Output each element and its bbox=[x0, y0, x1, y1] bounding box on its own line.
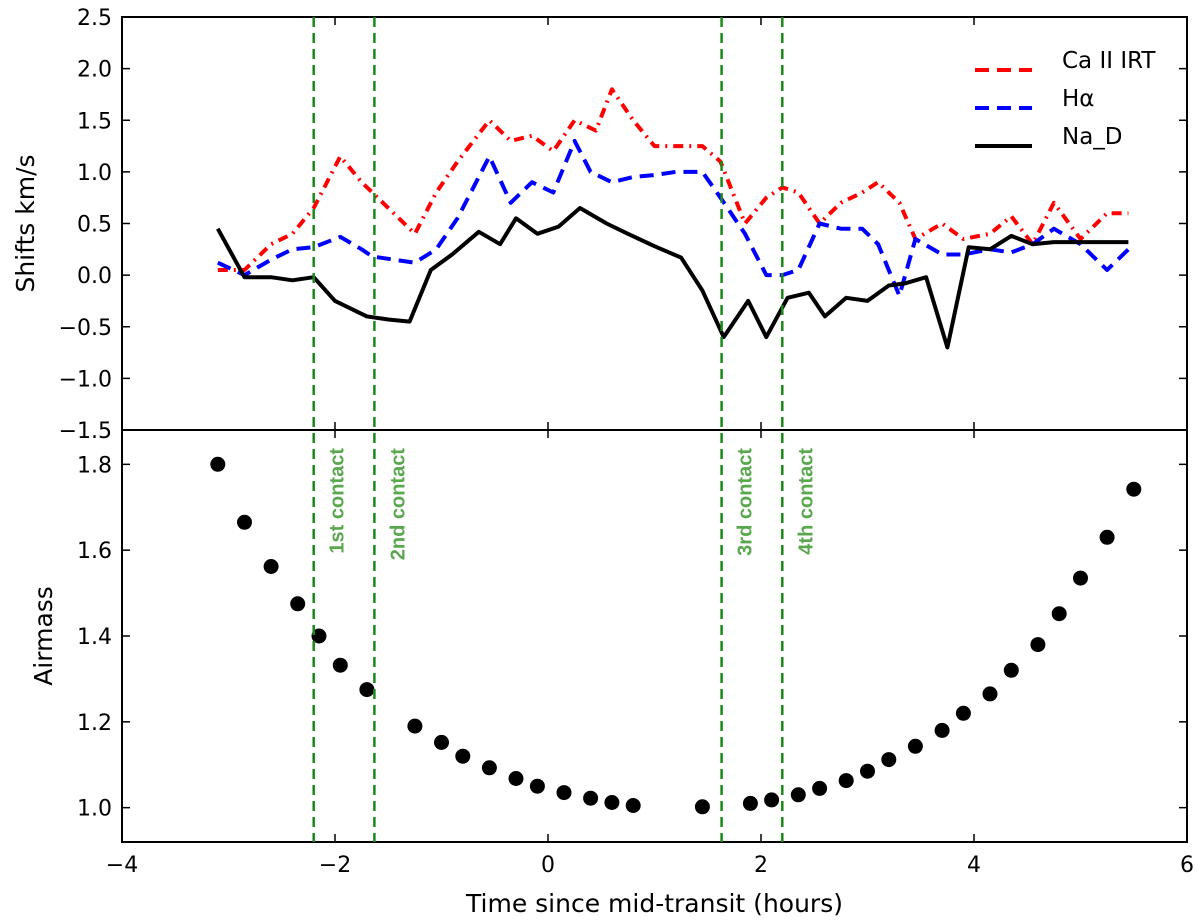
airmass-point bbox=[1051, 606, 1067, 622]
top-y-tick-label: 1.0 bbox=[77, 161, 112, 186]
airmass-point bbox=[359, 682, 375, 698]
airmass-point bbox=[955, 705, 971, 721]
airmass-point bbox=[290, 596, 306, 612]
airmass-point bbox=[860, 763, 875, 779]
top-series-group bbox=[216, 87, 1130, 350]
legend-entry-na-d: Na_D bbox=[1062, 124, 1123, 150]
airmass-point bbox=[1073, 570, 1088, 586]
airmass-point bbox=[694, 799, 710, 815]
airmass-point bbox=[556, 785, 572, 801]
x-tick-label: 4 bbox=[967, 853, 981, 878]
airmass-point bbox=[210, 456, 226, 472]
contact-label-1: 1st contact bbox=[327, 448, 349, 554]
contact-label-3: 3rd contact bbox=[735, 448, 757, 556]
airmass-point bbox=[764, 792, 780, 808]
airmass-point bbox=[1030, 637, 1046, 653]
bottom-y-axis-label: Airmass bbox=[29, 586, 58, 686]
airmass-point bbox=[407, 718, 423, 734]
airmass-point bbox=[1126, 481, 1142, 497]
airmass-point bbox=[434, 734, 449, 750]
bottom-y-tick-label: 1.6 bbox=[77, 539, 112, 564]
top-y-axis-label: Shifts km/s bbox=[11, 154, 40, 292]
series-line-ca-ii-irt bbox=[217, 87, 1129, 272]
series-line-h- bbox=[216, 138, 1130, 298]
airmass-point bbox=[263, 559, 279, 574]
legend: Ca II IRT Hα Na_D bbox=[975, 48, 1156, 150]
top-y-tick-label: −0.5 bbox=[59, 316, 112, 341]
airmass-point bbox=[812, 780, 828, 796]
airmass-point bbox=[332, 657, 348, 673]
series-line-na-d bbox=[216, 206, 1129, 350]
airmass-point bbox=[1003, 662, 1019, 678]
airmass-point bbox=[838, 773, 854, 789]
airmass-point bbox=[455, 748, 471, 764]
airmass-point bbox=[604, 795, 620, 810]
legend-entry-h-alpha: Hα bbox=[1062, 86, 1094, 112]
top-panel-frame bbox=[121, 16, 1188, 431]
airmass-point bbox=[1099, 529, 1115, 545]
top-y-tick-label: 2.0 bbox=[77, 58, 112, 83]
airmass-point bbox=[742, 795, 758, 811]
x-axis: −4 −2 0 2 4 6 bbox=[106, 17, 1194, 878]
contact-label-2: 2nd contact bbox=[387, 448, 409, 561]
bottom-y-tick-label: 1.2 bbox=[77, 711, 112, 736]
airmass-point bbox=[508, 771, 524, 786]
airmass-points bbox=[210, 456, 1142, 815]
top-y-axis: −1.5 −1.0 −0.5 0.0 0.5 1.0 1.5 2.0 2.5 bbox=[59, 6, 1187, 444]
contact-markers: 1st contact 2nd contact 3rd contact 4th con… bbox=[312, 17, 817, 842]
x-tick-label: 6 bbox=[1180, 853, 1194, 878]
airmass-point bbox=[790, 787, 806, 803]
contact-label-4: 4th contact bbox=[795, 448, 817, 555]
x-tick-label: 2 bbox=[754, 853, 768, 878]
legend-entry-ca-ii-irt: Ca II IRT bbox=[1062, 48, 1156, 74]
bottom-y-tick-label: 1.8 bbox=[77, 453, 112, 478]
top-y-tick-label: 0.5 bbox=[77, 213, 112, 238]
x-tick-label: −2 bbox=[319, 853, 351, 878]
top-y-tick-label: 2.5 bbox=[77, 6, 112, 31]
airmass-point bbox=[625, 798, 641, 813]
airmass-point bbox=[311, 628, 327, 644]
airmass-point bbox=[481, 760, 497, 776]
bottom-panel-frame bbox=[121, 429, 1188, 843]
bottom-panel-airmass: 1.0 1.2 1.4 1.6 1.8 −4 −2 0 2 4 6 Airmass Time si… bbox=[29, 17, 1194, 918]
bottom-y-tick-label: 1.4 bbox=[77, 625, 112, 650]
airmass-point bbox=[237, 514, 252, 530]
bottom-y-tick-label: 1.0 bbox=[77, 797, 112, 822]
airmass-point bbox=[881, 752, 897, 768]
top-panel-shifts: −1.5 −1.0 −0.5 0.0 0.5 1.0 1.5 2.0 2.5 Shifts km… bbox=[11, 6, 1188, 444]
top-y-tick-label: 0.0 bbox=[77, 264, 112, 289]
top-y-tick-label: 1.5 bbox=[77, 109, 112, 134]
airmass-point bbox=[907, 738, 923, 754]
bottom-y-axis: 1.0 1.2 1.4 1.6 1.8 bbox=[77, 453, 1187, 822]
x-tick-label: 0 bbox=[541, 853, 555, 878]
x-tick-label: −4 bbox=[106, 853, 138, 878]
top-y-tick-label: −1.0 bbox=[59, 367, 112, 392]
airmass-point bbox=[982, 686, 998, 702]
airmass-point bbox=[934, 722, 950, 738]
airmass-point bbox=[583, 790, 599, 806]
x-axis-label: Time since mid-transit (hours) bbox=[465, 889, 843, 918]
top-y-tick-label: −1.5 bbox=[59, 419, 112, 444]
airmass-point bbox=[529, 778, 545, 794]
